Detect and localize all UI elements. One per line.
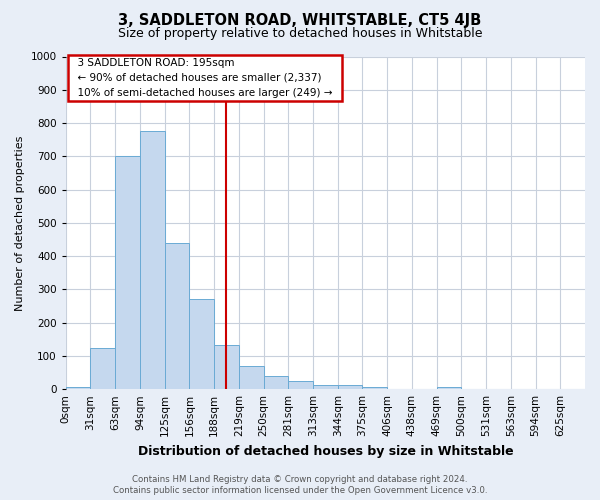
Bar xyxy=(313,385,338,389)
Bar xyxy=(288,381,313,389)
Bar xyxy=(362,387,387,389)
Bar xyxy=(164,243,190,389)
Text: Contains HM Land Registry data © Crown copyright and database right 2024.: Contains HM Land Registry data © Crown c… xyxy=(132,475,468,484)
Bar xyxy=(91,348,115,389)
Y-axis label: Number of detached properties: Number of detached properties xyxy=(15,135,25,310)
Text: 3, SADDLETON ROAD, WHITSTABLE, CT5 4JB: 3, SADDLETON ROAD, WHITSTABLE, CT5 4JB xyxy=(118,12,482,28)
Bar xyxy=(239,366,263,389)
Text: 3 SADDLETON ROAD: 195sqm  
  ← 90% of detached houses are smaller (2,337)  
  10: 3 SADDLETON ROAD: 195sqm ← 90% of detach… xyxy=(71,58,339,98)
Bar xyxy=(338,385,362,389)
Bar xyxy=(66,387,91,389)
Text: Size of property relative to detached houses in Whitstable: Size of property relative to detached ho… xyxy=(118,28,482,40)
Text: Contains public sector information licensed under the Open Government Licence v3: Contains public sector information licen… xyxy=(113,486,487,495)
Bar xyxy=(140,132,164,389)
X-axis label: Distribution of detached houses by size in Whitstable: Distribution of detached houses by size … xyxy=(137,444,513,458)
Bar xyxy=(190,298,214,389)
Bar xyxy=(437,386,461,389)
Bar xyxy=(115,156,140,389)
Bar xyxy=(263,376,288,389)
Bar xyxy=(214,345,239,389)
